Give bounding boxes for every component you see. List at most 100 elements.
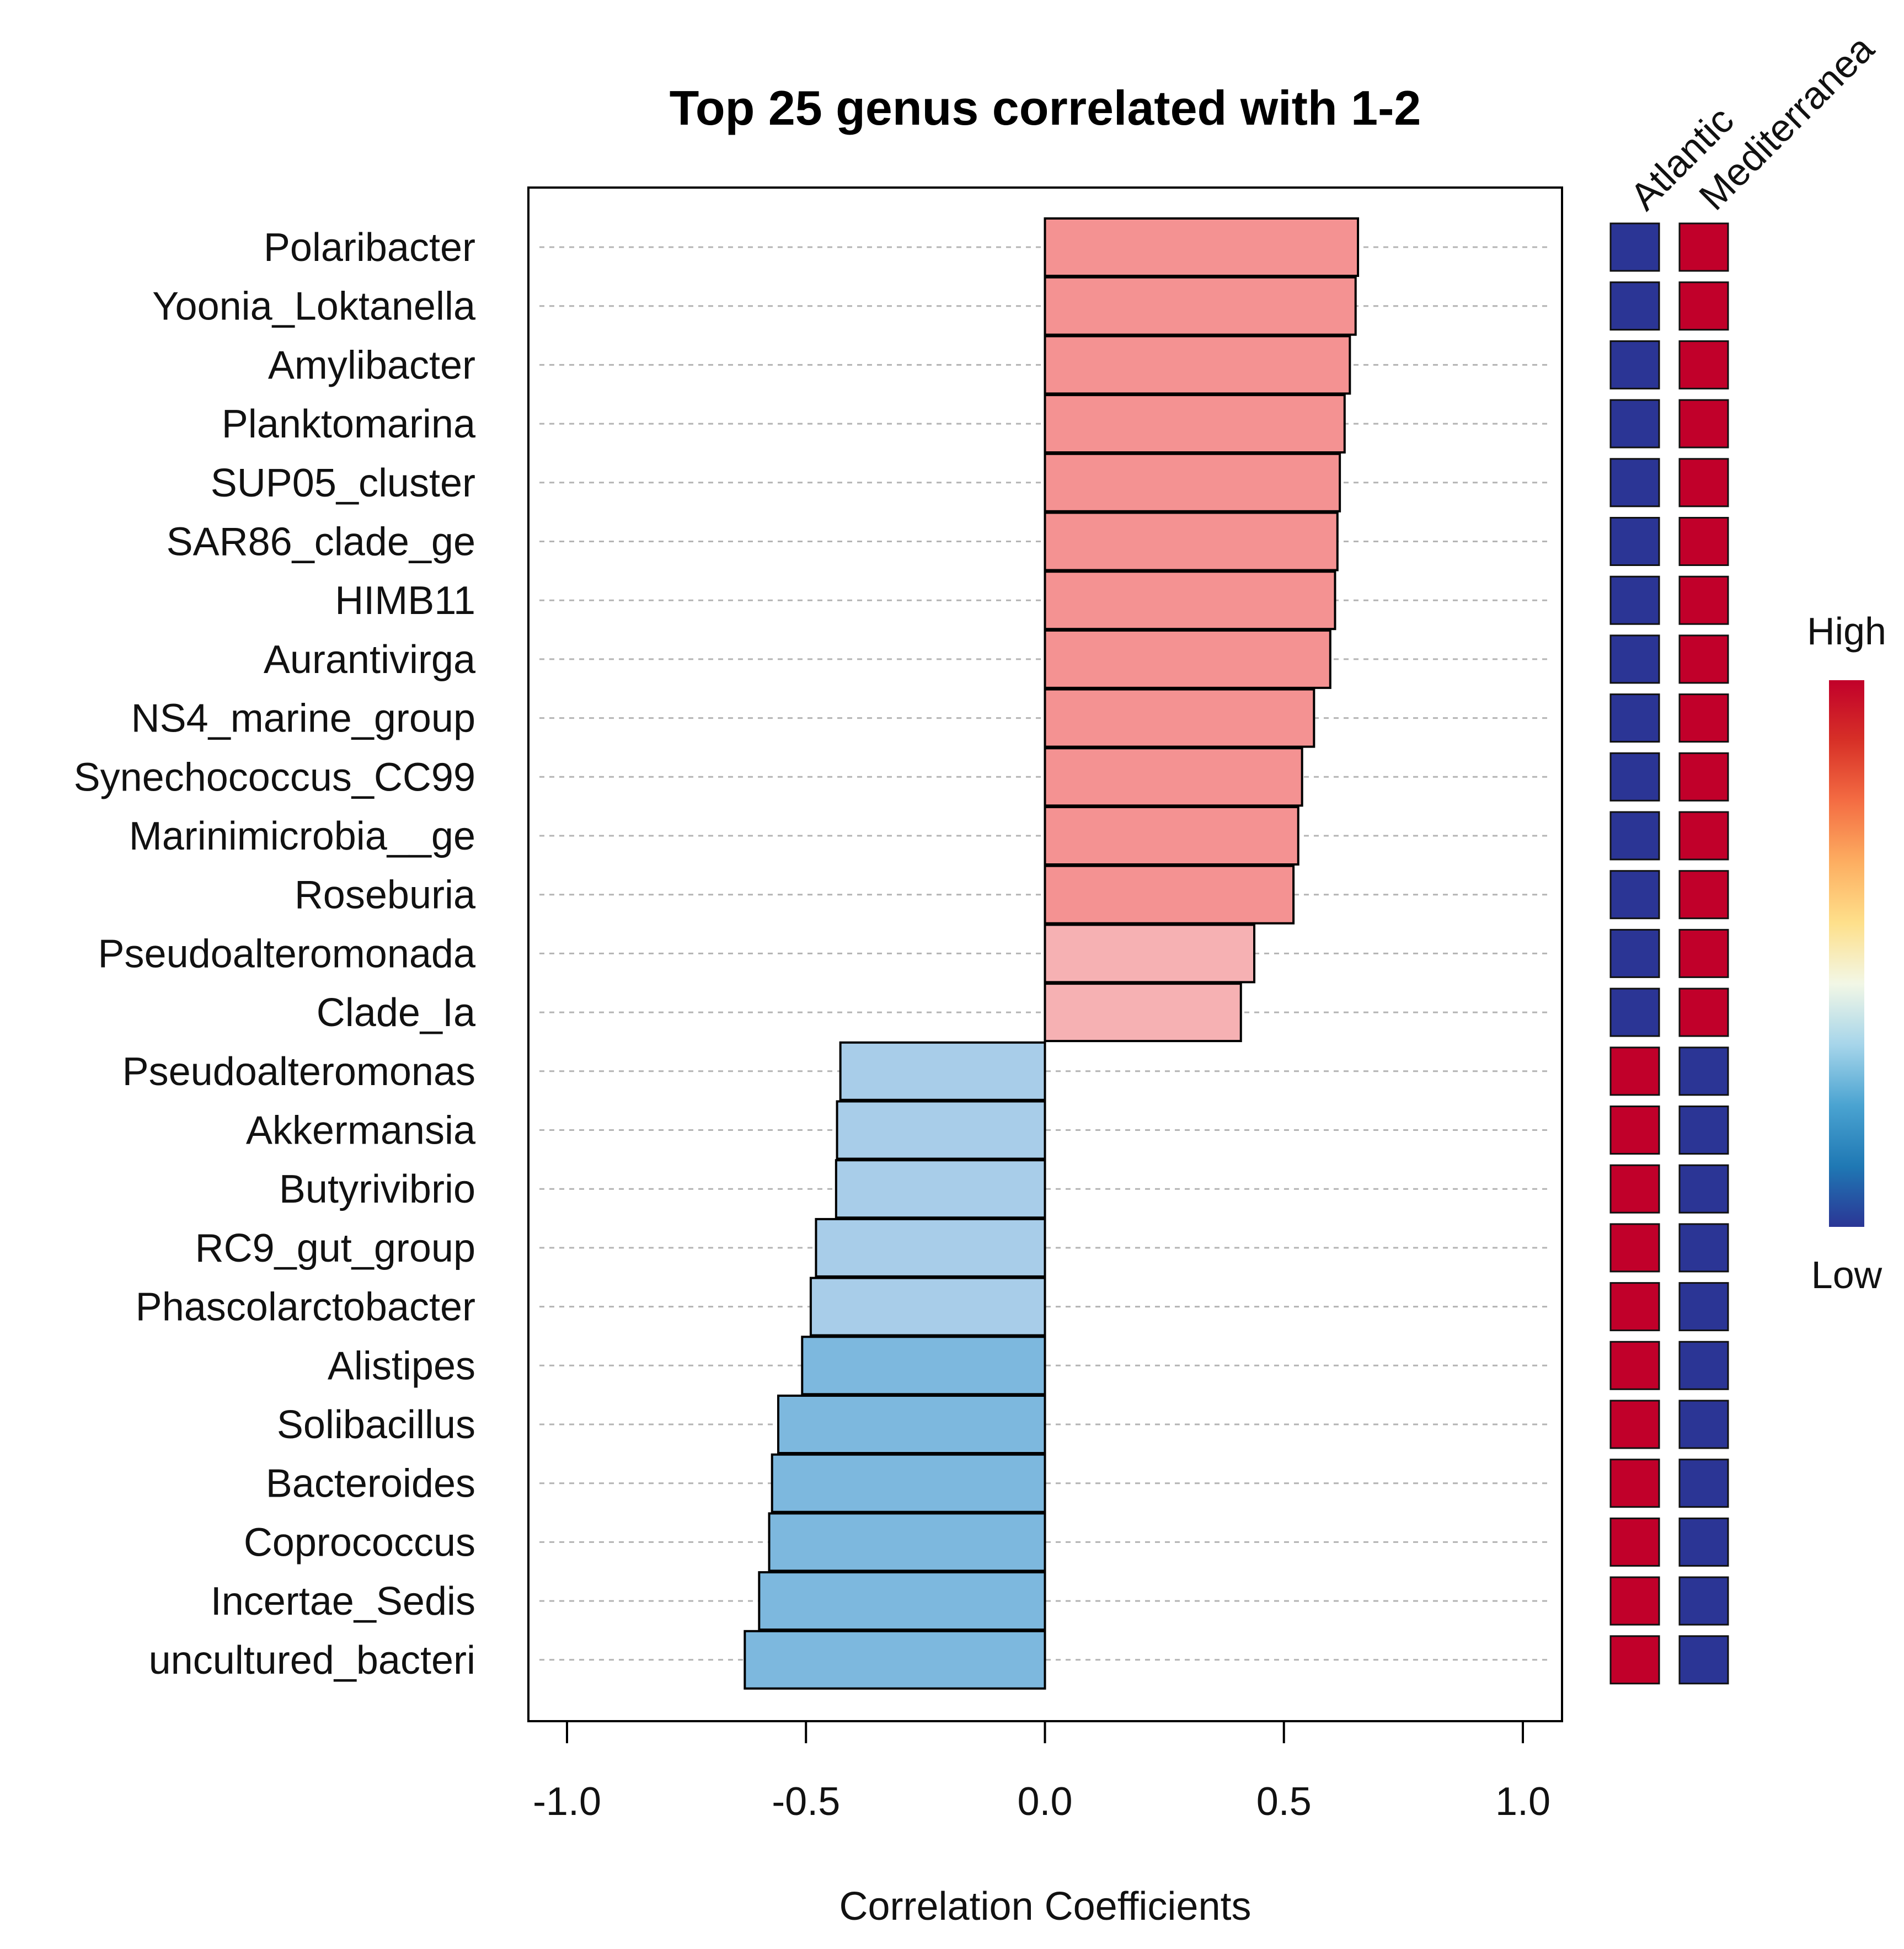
genus-label: Solibacillus: [277, 1403, 475, 1447]
x-axis-title: Correlation Coefficients: [839, 1884, 1251, 1929]
bar: [1044, 217, 1360, 277]
legend-low-label: Low: [1811, 1253, 1882, 1296]
heatmap-cell: [1678, 1282, 1729, 1332]
genus-label: SAR86_clade_ge: [167, 520, 475, 564]
heatmap-cell: [1678, 1223, 1729, 1273]
x-tick-label: 0.0: [1017, 1780, 1072, 1824]
heatmap-cell: [1609, 517, 1660, 566]
heatmap-cell: [1678, 340, 1729, 389]
bar: [1044, 923, 1256, 984]
genus-label: Polaribacter: [264, 226, 475, 270]
heatmap-cell: [1678, 811, 1729, 861]
heatmap-cell: [1609, 987, 1660, 1037]
bar: [1044, 747, 1303, 807]
heatmap-cell: [1609, 1635, 1660, 1685]
genus-label: RC9_gut_group: [195, 1226, 475, 1270]
heatmap-cell: [1678, 987, 1729, 1037]
bars: [744, 217, 1360, 1690]
genus-labels: Polaribacter Yoonia_Loktanella Amylibacter…: [74, 226, 476, 1683]
heatmap-cell: [1609, 1341, 1660, 1390]
x-tick-label: 0.5: [1256, 1780, 1312, 1824]
genus-label: Bacteroides: [266, 1462, 475, 1506]
genus-label: Yoonia_Loktanella: [152, 285, 476, 329]
bar: [815, 1218, 1046, 1278]
heatmap-cell: [1609, 458, 1660, 508]
x-tick-label: 1.0: [1495, 1780, 1550, 1824]
bar: [839, 1041, 1046, 1101]
genus-label: Butyrivibrio: [279, 1167, 475, 1211]
heatmap-cell: [1678, 1046, 1729, 1096]
bar: [1044, 864, 1295, 925]
genus-label: SUP05_cluster: [211, 461, 475, 505]
bar: [835, 1159, 1046, 1219]
heatmap-cell: [1609, 693, 1660, 743]
genus-label: HIMB11: [335, 579, 475, 623]
heatmap-cell: [1678, 1517, 1729, 1567]
x-tick-label: -1.0: [533, 1780, 601, 1824]
bar: [801, 1336, 1046, 1396]
heatmap-cell: [1609, 634, 1660, 684]
heatmap-cell: [1609, 1164, 1660, 1214]
heatmap-cell: [1678, 399, 1729, 448]
genus-label: uncultured_bacteri: [149, 1638, 475, 1683]
heatmap-cell: [1678, 1341, 1729, 1390]
bar: [768, 1512, 1046, 1572]
heatmap-cell: [1678, 693, 1729, 743]
heatmap-cell: [1678, 1459, 1729, 1508]
heatmap-cell: [1609, 870, 1660, 920]
bar: [1044, 335, 1351, 395]
x-tick-label: -0.5: [772, 1780, 840, 1824]
genus-label: Pseudoalteromonas: [122, 1050, 475, 1094]
bar: [1044, 276, 1357, 336]
heatmap-cell: [1678, 1635, 1729, 1685]
heatmap-cell: [1678, 1106, 1729, 1155]
bar: [1044, 688, 1315, 748]
heatmap-cell: [1678, 222, 1729, 272]
heatmap-cell: [1609, 1459, 1660, 1508]
bar: [1044, 570, 1336, 631]
genus-label: Aurantivirga: [264, 638, 476, 682]
heatmap-cell: [1678, 1400, 1729, 1449]
legend-gradient-bar: [1828, 679, 1865, 1228]
genus-label: Phascolarctobacter: [136, 1285, 475, 1329]
heatmap-cell: [1678, 458, 1729, 508]
bar: [1044, 806, 1299, 866]
heatmap-cell: [1678, 870, 1729, 920]
bar: [1044, 629, 1331, 689]
genus-label: Synechococcus_CC99: [74, 755, 475, 799]
heatmap-cell: [1678, 575, 1729, 625]
bar: [1044, 452, 1341, 512]
genus-label: Incertae_Sedis: [211, 1579, 475, 1624]
heatmap-cell: [1609, 399, 1660, 448]
heatmap-cell: [1678, 1576, 1729, 1626]
heatmap-cell: [1609, 752, 1660, 802]
bar: [1044, 511, 1339, 572]
bar: [809, 1277, 1046, 1337]
genus-label: Amylibacter: [268, 343, 475, 387]
genus-label: NS4_marine_group: [131, 697, 475, 741]
color-legend: High Low: [1807, 610, 1886, 1296]
chart-title: Top 25 genus correlated with 1-2: [670, 81, 1421, 135]
bar: [758, 1571, 1046, 1631]
genus-label: Planktomarina: [222, 402, 476, 446]
heatmap-cell: [1609, 1400, 1660, 1449]
bar: [1044, 394, 1346, 454]
genus-label: Coprococcus: [244, 1520, 475, 1564]
heatmap-cell: [1609, 811, 1660, 861]
heatmap-cell: [1678, 634, 1729, 684]
heatmap-cell: [1609, 1223, 1660, 1273]
x-axis: -1.0 -0.5 0.0 0.5 1.0: [533, 1720, 1550, 1824]
genus-label: Marinimicrobia__ge: [129, 814, 475, 858]
bar: [771, 1453, 1046, 1513]
heatmap-cell: [1609, 281, 1660, 331]
heatmap-cell: [1609, 340, 1660, 389]
heatmap-cell: [1678, 752, 1729, 802]
heatmap-cell: [1678, 928, 1729, 978]
genus-label: Alistipes: [328, 1344, 475, 1388]
genus-label: Clade_Ia: [317, 991, 476, 1035]
heatmap-cell: [1609, 1576, 1660, 1626]
heatmap-cell: [1678, 281, 1729, 331]
heatmap-cell: [1609, 575, 1660, 625]
heatmap-cell: [1609, 1517, 1660, 1567]
